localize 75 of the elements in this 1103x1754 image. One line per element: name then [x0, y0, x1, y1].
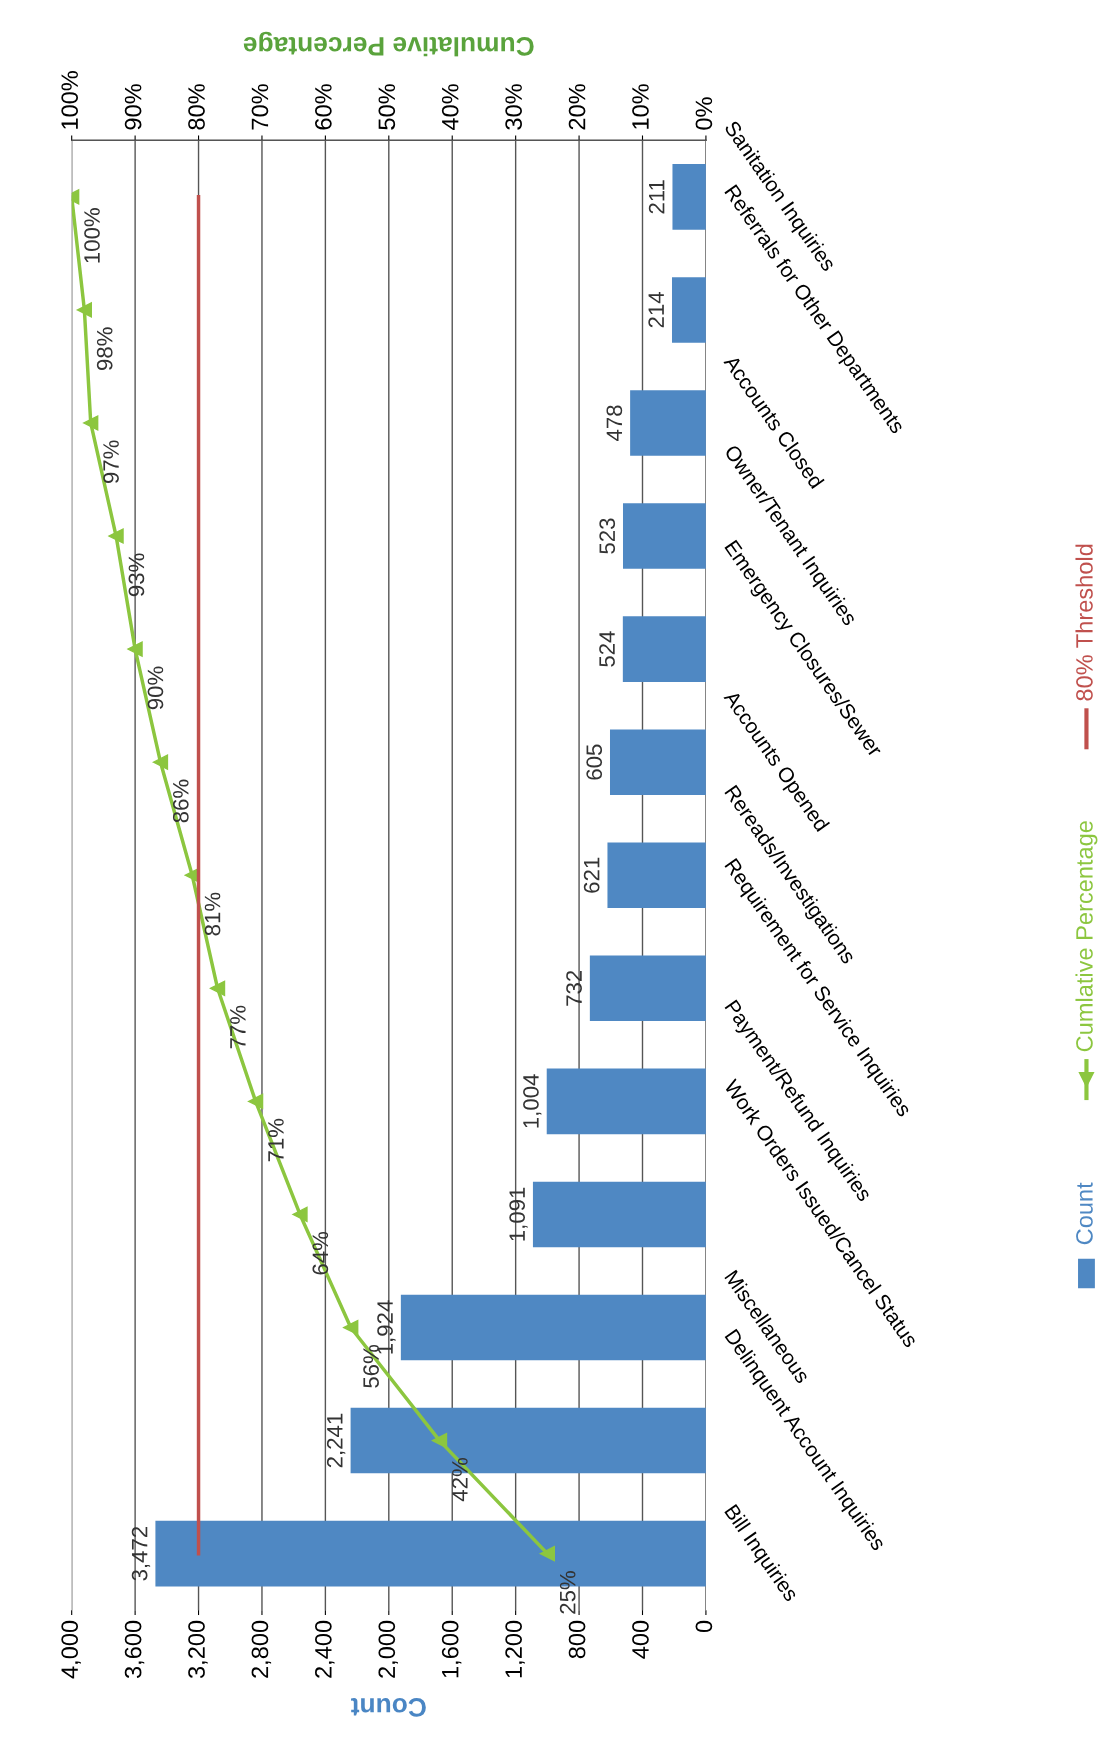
bar [622, 616, 706, 682]
x-axis-title: Count [351, 1698, 426, 1717]
data-label: 1,004 [523, 1074, 542, 1128]
x-tick-label: 0 [695, 1620, 713, 1633]
bar [609, 729, 706, 795]
bar [672, 164, 706, 230]
x2-tick-label: 20% [568, 84, 586, 130]
data-label: 523 [599, 518, 616, 554]
x-tick-label: 1,600 [441, 1620, 462, 1678]
data-label: 214 [648, 292, 664, 328]
data-label: 97% [103, 440, 119, 484]
data-label: 25% [559, 1571, 576, 1614]
bar [532, 1181, 706, 1248]
bar [400, 1294, 706, 1361]
x-tick-label: 2,400 [315, 1620, 335, 1678]
text: Count [1076, 1182, 1093, 1245]
data-label: 621 [583, 857, 600, 893]
data-label: 2,241 [326, 1413, 346, 1468]
data-label: 71% [268, 1118, 284, 1162]
data-label: 77% [230, 1005, 246, 1049]
x-tick-label: 1,200 [505, 1620, 525, 1678]
x-tick-label: 4,000 [61, 1620, 81, 1679]
x2-tick-label: 90% [124, 84, 142, 130]
x2-tick-label: 70% [251, 84, 269, 130]
x2-tick-label: 10% [632, 84, 649, 129]
point [127, 641, 143, 657]
point [247, 1093, 264, 1110]
point [343, 1319, 359, 1336]
x2-tick-label: 50% [378, 84, 396, 130]
x2-axis-title: Cumulative Percentage [243, 31, 534, 57]
point [76, 302, 93, 318]
x2-tick-label: 80% [188, 84, 205, 130]
data-label: 3,472 [131, 1526, 151, 1581]
data-label: 524 [599, 631, 615, 667]
data-label: 86% [172, 779, 189, 823]
point [152, 754, 169, 770]
data-label: 100% [84, 208, 100, 263]
bar [546, 1068, 706, 1135]
data-label: 90% [147, 666, 164, 710]
x2-tick-label: 100% [61, 71, 79, 129]
data-label: 732 [566, 970, 582, 1006]
point [209, 980, 226, 996]
data-label: 478 [606, 405, 623, 442]
bar [589, 955, 706, 1022]
data-label: 1,091 [509, 1187, 528, 1241]
x-tick-label: 2,800 [251, 1620, 272, 1678]
x-tick-label: 2,000 [378, 1620, 398, 1678]
bar [630, 390, 706, 456]
point [108, 528, 124, 544]
x2-tick-label: 30% [505, 84, 522, 130]
point [83, 415, 99, 431]
x2-tick-label: 0% [695, 97, 713, 130]
x-tick-label: 3,200 [188, 1620, 208, 1679]
x2-tick-label: 40% [441, 84, 459, 131]
bar [671, 277, 706, 343]
x2-tick-label: 60% [315, 84, 332, 130]
data-label: 64% [312, 1231, 329, 1275]
data-label: 81% [204, 892, 221, 936]
point [292, 1206, 308, 1223]
x-tick-label: 3,600 [124, 1620, 145, 1679]
data-label: 93% [128, 553, 145, 597]
point [539, 1545, 556, 1562]
point [431, 1432, 448, 1449]
data-label: 98% [96, 327, 113, 370]
data-label: 211 [648, 180, 665, 214]
text: Cumlative Percentage [1075, 821, 1098, 1052]
data-label: 605 [586, 744, 603, 780]
text: 80% Threshold [1075, 544, 1093, 701]
bar [607, 842, 706, 909]
data-label: 56% [363, 1344, 379, 1388]
x-tick-label: 400 [632, 1620, 649, 1659]
data-label: 42% [452, 1458, 468, 1502]
bar [623, 503, 706, 569]
data-label: 1,924 [377, 1300, 396, 1354]
x-tick-label: 800 [568, 1620, 586, 1659]
